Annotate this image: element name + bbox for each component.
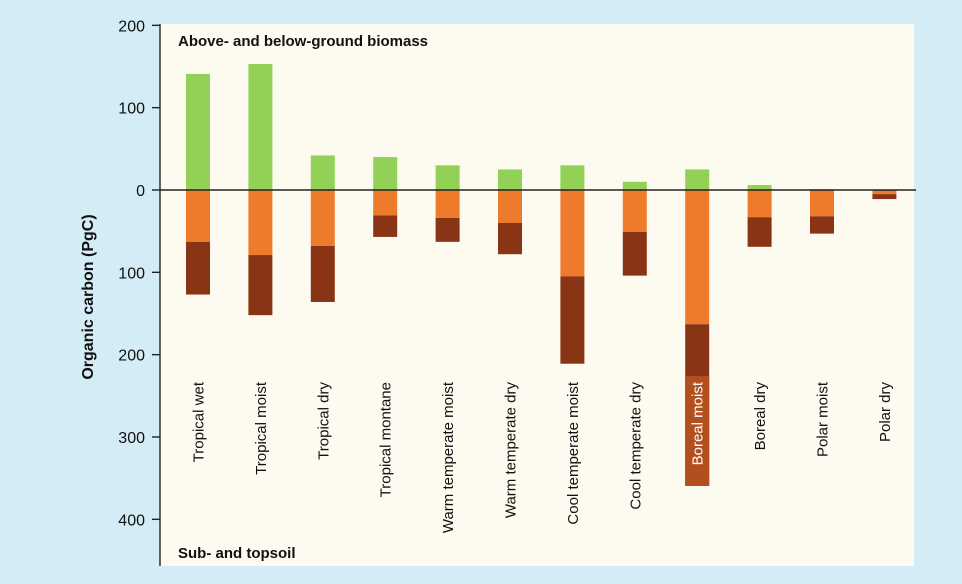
highlight-label-bg <box>685 376 710 486</box>
bar-topsoil <box>872 190 897 195</box>
bar-subsoil <box>872 194 897 200</box>
bar-subsoil <box>498 222 522 255</box>
x-category-label: Polar dry <box>877 382 894 443</box>
bar-biomass <box>186 73 210 190</box>
bar-topsoil <box>560 190 585 277</box>
bar-topsoil <box>810 190 834 217</box>
bar-subsoil <box>747 217 772 247</box>
x-category-label: Tropical moist <box>253 381 270 475</box>
bar-biomass <box>685 169 710 190</box>
bar-subsoil <box>248 255 273 316</box>
bar-biomass <box>622 181 647 190</box>
y-tick-label: 100 <box>118 101 145 118</box>
top-region-label: Above- and below-ground biomass <box>178 33 428 50</box>
bar-biomass <box>373 157 398 190</box>
y-tick-label: 100 <box>118 265 145 282</box>
y-tick-label: 200 <box>118 348 145 365</box>
y-tick-label: 0 <box>136 183 145 200</box>
bar-topsoil <box>622 190 647 232</box>
bar-subsoil <box>310 245 335 302</box>
bar-topsoil <box>186 190 210 242</box>
x-category-label: Tropical wet <box>191 381 208 462</box>
bar-biomass <box>435 165 460 190</box>
bar-topsoil <box>310 190 335 246</box>
x-category-label: Tropical montane <box>378 382 395 497</box>
bar-topsoil <box>435 190 460 218</box>
y-tick-label: 400 <box>118 512 145 529</box>
plot-area <box>160 24 914 566</box>
bar-biomass <box>310 155 335 190</box>
bar-biomass <box>248 64 273 190</box>
bar-topsoil <box>685 190 710 325</box>
bar-biomass <box>498 169 522 190</box>
bar-subsoil <box>810 216 834 234</box>
bar-topsoil <box>747 190 772 218</box>
y-tick-label: 300 <box>118 430 145 447</box>
y-axis-label: Organic carbon (PgC) <box>80 214 97 379</box>
x-category-label: Boreal dry <box>752 382 769 451</box>
x-category-label: Polar moist <box>815 381 832 457</box>
x-category-label: Tropical dry <box>315 382 332 460</box>
x-category-label: Cool temperate moist <box>565 381 582 524</box>
y-tick-label: 200 <box>118 18 145 35</box>
bar-topsoil <box>248 190 273 256</box>
bar-subsoil <box>373 215 398 237</box>
x-category-label: Warm temperate dry <box>503 382 520 519</box>
bar-biomass <box>560 165 585 190</box>
bar-subsoil <box>186 241 210 295</box>
bar-topsoil <box>373 190 398 216</box>
bar-subsoil <box>622 231 647 276</box>
bar-biomass <box>747 185 772 190</box>
x-category-label: Cool temperate dry <box>627 382 644 510</box>
bar-subsoil <box>435 217 460 242</box>
x-category-label: Boreal moist <box>690 381 707 465</box>
bar-topsoil <box>498 190 522 223</box>
bar-subsoil <box>560 276 585 364</box>
x-category-label: Warm temperate moist <box>440 381 457 533</box>
bottom-region-label: Sub- and topsoil <box>178 545 296 562</box>
